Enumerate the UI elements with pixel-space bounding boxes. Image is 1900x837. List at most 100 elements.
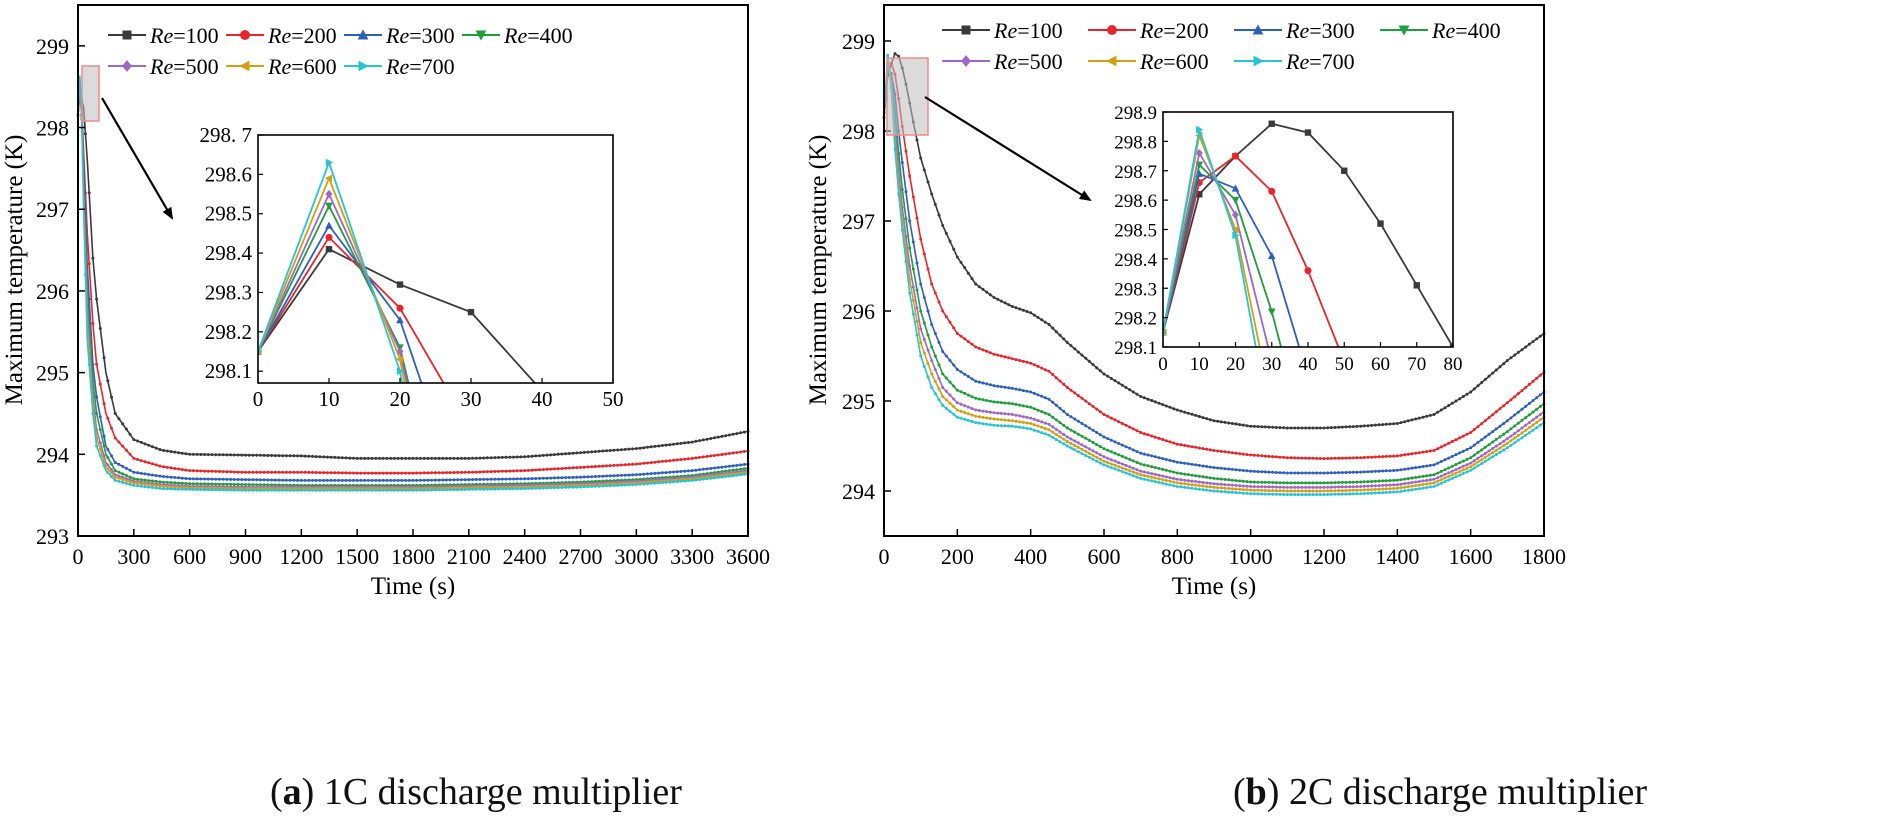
series-Re=700-dot	[485, 487, 489, 491]
series-Re=600-dot	[1516, 434, 1520, 437]
series-Re=300-dot	[1362, 470, 1366, 474]
series-Re=700-dot	[1274, 492, 1278, 496]
series-Re=500-dot	[1447, 471, 1451, 475]
series-Re=700-dot	[229, 488, 233, 492]
series-Re=700-dot	[217, 488, 221, 492]
series-Re=400-dot	[1249, 480, 1253, 484]
series-Re=200-dot	[1172, 441, 1176, 445]
series-Re=700-dot	[329, 488, 333, 492]
series-Re=400-dot	[169, 481, 173, 485]
series-Re=600-dot	[110, 471, 113, 475]
series-Re=700-dot	[322, 488, 326, 492]
series-Re=700-dot	[660, 481, 664, 485]
series-Re=500-dot	[992, 411, 996, 415]
series-Re=100-dot	[1527, 342, 1531, 346]
series-Re=300-dot	[337, 478, 341, 482]
series-Re=300-dot	[1179, 461, 1183, 465]
series-Re=300-dot	[638, 473, 642, 476]
legend-label-value: =200	[1163, 18, 1208, 43]
series-Re=200-dot	[1190, 445, 1194, 449]
series-Re=200-dot	[981, 348, 985, 352]
series-Re=500-dot	[1124, 463, 1128, 467]
series-Re=100-dot	[206, 453, 210, 457]
series-Re=200-dot	[1073, 391, 1077, 395]
series-Re=400-dot	[1344, 480, 1348, 484]
series-Re=100-dot	[698, 439, 702, 443]
series-Re=700-dot	[1326, 493, 1330, 496]
series-Re=700-dot	[258, 488, 262, 492]
series-Re=400-dot	[1326, 481, 1330, 485]
series-Re=200-dot	[1458, 436, 1462, 440]
series-Re=400-dot	[1267, 480, 1271, 484]
series-Re=400-dot	[177, 481, 180, 485]
series-Re=200-dot	[1267, 454, 1271, 458]
series-Re=400-dot	[1124, 456, 1128, 460]
series-Re=500-dot	[1054, 427, 1058, 431]
series-Re=600-dot	[1498, 446, 1502, 450]
series-Re=400-dot	[1322, 481, 1326, 485]
series-Re=100-dot	[1428, 413, 1432, 417]
series-Re=200-dot	[1472, 428, 1476, 431]
series-Re=200-dots	[76, 104, 750, 475]
series-Re=200-dot	[124, 448, 128, 452]
inset-series-Re=300-point	[1267, 251, 1276, 260]
series-Re=700-dot	[1458, 473, 1462, 477]
series-Re=200-dot	[1509, 398, 1513, 402]
series-Re=700-dot	[389, 488, 393, 492]
series-Re=200-dot	[1054, 376, 1058, 380]
series-Re=100-dot	[1234, 422, 1238, 426]
series-Re=200-dot	[1076, 394, 1080, 398]
caption-a-letter: a	[282, 771, 302, 813]
series-Re=200-dot	[1487, 416, 1491, 420]
series-Re=200-dot	[1065, 386, 1069, 389]
series-Re=100-dot	[87, 191, 91, 195]
series-Re=100-dot	[344, 456, 348, 460]
series-Re=400-dot	[173, 481, 177, 485]
series-Re=600-dot	[1311, 489, 1315, 493]
legend-label-prefix: Re	[1431, 18, 1455, 43]
series-Re=700-dot	[1120, 470, 1124, 474]
series-Re=700-dot	[400, 488, 404, 492]
series-Re=500-dot	[1157, 473, 1161, 477]
series-Re=700-dot	[139, 484, 143, 488]
series-Re=300-dot	[1113, 440, 1117, 444]
series-Re=700-dot	[180, 487, 184, 491]
series-Re=300-dot	[1018, 388, 1022, 392]
series-Re=500-dot	[1058, 430, 1062, 434]
series-Re=400-dot	[1461, 459, 1465, 463]
series-Re=200-dot	[904, 149, 908, 153]
series-Re=400-dot	[1128, 457, 1132, 461]
inset-x-tick-label: 20	[1226, 354, 1245, 375]
legend-marker	[961, 25, 971, 35]
series-Re=400-dot	[963, 391, 967, 395]
series-Re=200-dot	[378, 471, 381, 475]
series-Re=400-dot	[1113, 451, 1117, 455]
inset-y-tick-label: 298.9	[1114, 103, 1157, 124]
series-Re=700-dot	[977, 421, 981, 425]
series-Re=700-dot	[1315, 493, 1319, 497]
series-Re=100-dot	[1043, 320, 1047, 324]
series-Re=100-dot	[966, 271, 970, 275]
series-Re=400-dot	[132, 477, 136, 481]
series-Re=600-dot	[1293, 489, 1297, 493]
series-Re=300-dot	[948, 359, 952, 362]
series-Re=700-dot	[158, 486, 162, 490]
series-Re=300-dot	[478, 478, 482, 481]
series-Re=600-dot	[106, 467, 110, 471]
series-Re=500-dot	[1014, 413, 1018, 417]
series-Re=400-dot	[158, 480, 162, 484]
series-Re=700-dot	[1047, 433, 1051, 437]
series-Re=200-dot	[1058, 379, 1062, 383]
series-Re=200-dot	[1296, 456, 1300, 460]
series-Re=400-dot	[930, 345, 934, 349]
series-Re=700-dot	[653, 481, 657, 485]
series-Re=600-dot	[1461, 468, 1465, 472]
series-Re=300-dot	[124, 466, 128, 470]
series-Re=100-dot	[564, 452, 568, 456]
series-Re=200-dot	[1142, 432, 1146, 436]
series-Re=100-dot	[713, 436, 716, 440]
series-Re=500-dot	[974, 408, 978, 412]
series-Re=200-dot	[1197, 446, 1201, 450]
series-Re=300-dot	[1150, 454, 1154, 458]
series-Re=100-dot	[404, 456, 408, 460]
